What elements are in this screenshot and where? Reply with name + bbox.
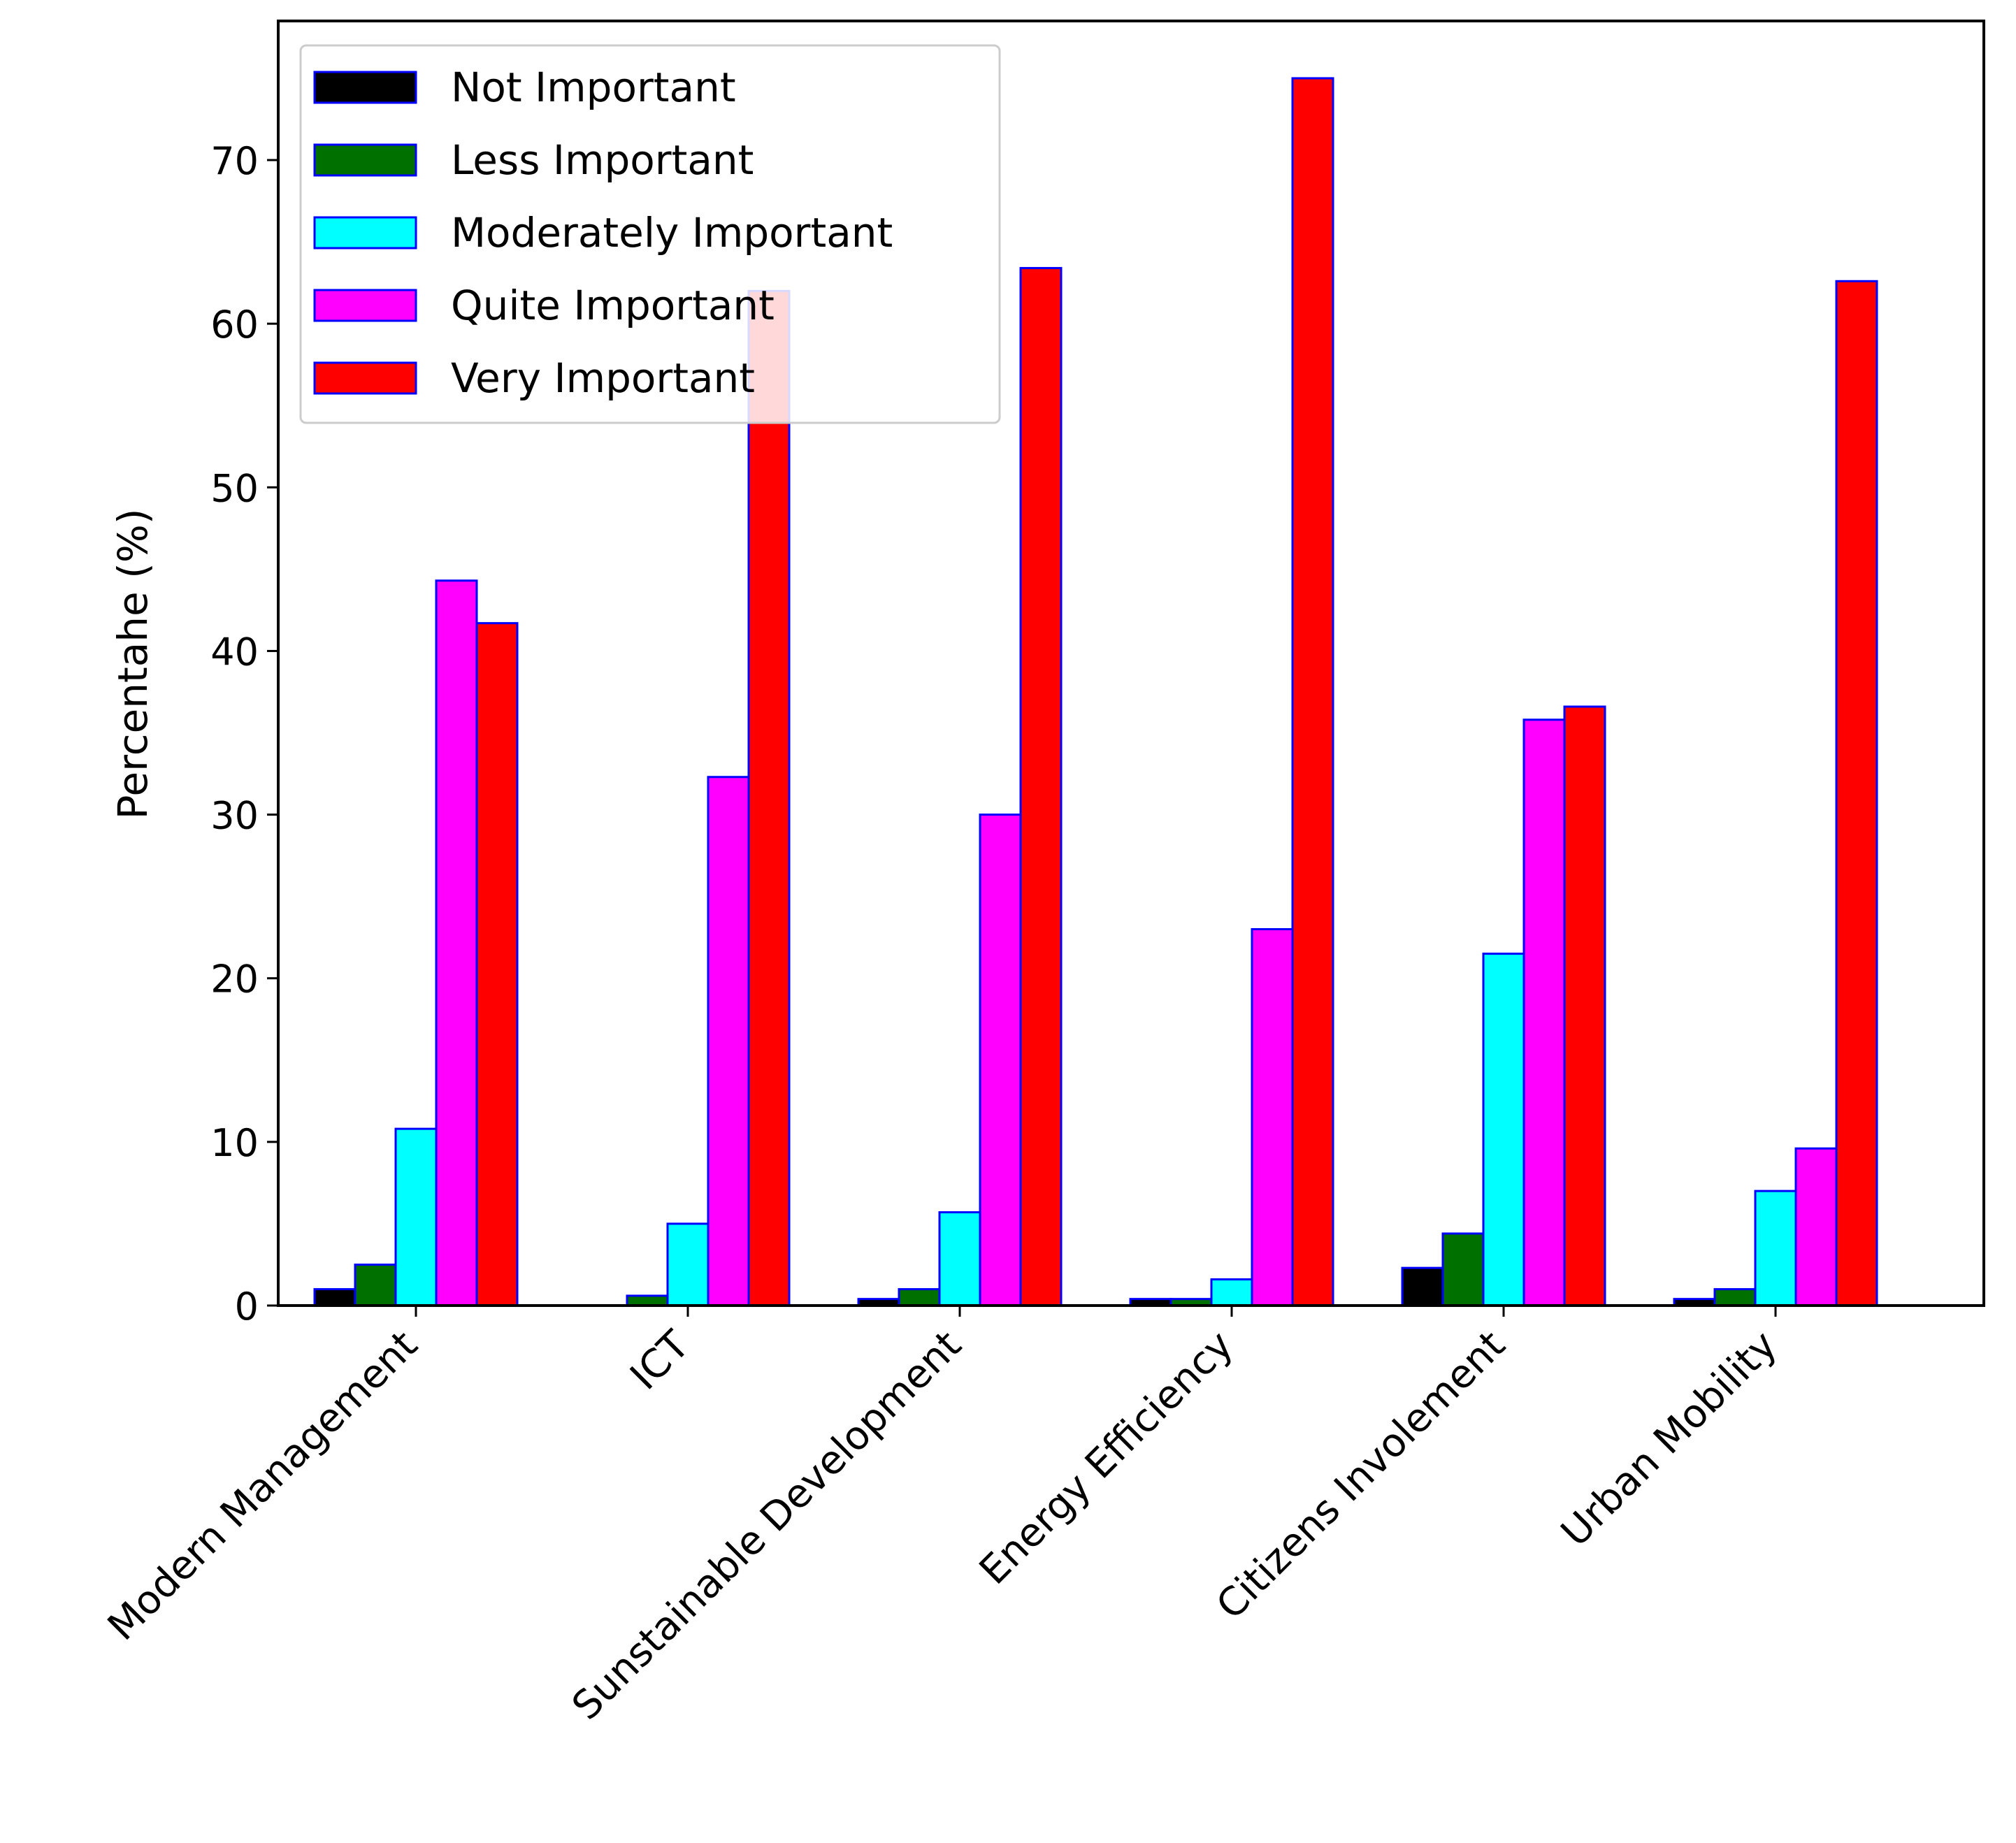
- x-tick-label: Sunstainable Development: [563, 1322, 970, 1729]
- legend-label: Quite Important: [451, 282, 775, 329]
- legend-label: Very Important: [451, 354, 755, 402]
- legend-swatch: [313, 289, 417, 322]
- y-tick-label: 30: [210, 794, 259, 838]
- y-tick-label: 40: [210, 630, 259, 674]
- x-tick-label: Citizens Involement: [1208, 1322, 1514, 1628]
- legend-frame: [299, 44, 1001, 424]
- legend-swatch: [313, 143, 417, 177]
- y-tick-label: 10: [210, 1121, 259, 1165]
- x-tick-label: Modern Management: [99, 1322, 426, 1649]
- bar-not-important: [313, 1288, 357, 1307]
- bar-moderately-important: [394, 1127, 438, 1307]
- bar-very-important: [1835, 280, 1878, 1307]
- x-tick-label: ICT: [621, 1322, 698, 1398]
- plot-frame: [277, 20, 1985, 1307]
- x-tick-label: Urban Mobility: [1553, 1322, 1786, 1556]
- bar-very-important: [747, 289, 791, 1307]
- bar-moderately-important: [1754, 1190, 1797, 1307]
- y-tick-label: 20: [210, 957, 259, 1002]
- bar-very-important: [1563, 705, 1606, 1307]
- legend-swatch: [313, 216, 417, 250]
- bar-quite-important: [707, 776, 750, 1307]
- bar-quite-important: [1794, 1147, 1838, 1307]
- bar-moderately-important: [1482, 953, 1525, 1307]
- legend-label: Less Important: [451, 136, 754, 184]
- bar-less-important: [898, 1288, 941, 1307]
- bar-moderately-important: [666, 1222, 710, 1307]
- y-axis: 0 10 20 30 40 50 60 70: [210, 139, 278, 1329]
- y-tick-label: 50: [210, 466, 259, 510]
- legend: Not Important Less Important Moderately Im…: [299, 44, 1001, 424]
- bar-quite-important: [1522, 718, 1566, 1307]
- legend-swatch: [313, 361, 417, 395]
- bar-quite-important: [1251, 927, 1294, 1307]
- bars: [313, 77, 1878, 1307]
- legend-label: Moderately Important: [451, 209, 893, 256]
- bar-moderately-important: [938, 1211, 981, 1307]
- bar-less-important: [1713, 1288, 1757, 1307]
- x-tick-label: Energy Efficiency: [971, 1322, 1242, 1593]
- bar-moderately-important: [1210, 1278, 1253, 1307]
- bar-not-important: [1401, 1266, 1444, 1307]
- y-tick-label: 0: [235, 1285, 259, 1329]
- bar-less-important: [626, 1294, 669, 1307]
- bar-less-important: [354, 1263, 397, 1307]
- legend-label: Not Important: [451, 64, 736, 111]
- bar-very-important: [475, 622, 519, 1307]
- bar-quite-important: [435, 579, 478, 1307]
- bar-less-important: [1441, 1232, 1485, 1307]
- bar-quite-important: [979, 814, 1022, 1307]
- y-axis-label: Percentahe (%): [109, 508, 157, 819]
- bar-very-important: [1291, 77, 1334, 1307]
- legend-swatch: [313, 71, 417, 104]
- bar-very-important: [1019, 267, 1063, 1307]
- y-tick-label: 60: [210, 303, 259, 347]
- y-tick-label: 70: [210, 139, 259, 183]
